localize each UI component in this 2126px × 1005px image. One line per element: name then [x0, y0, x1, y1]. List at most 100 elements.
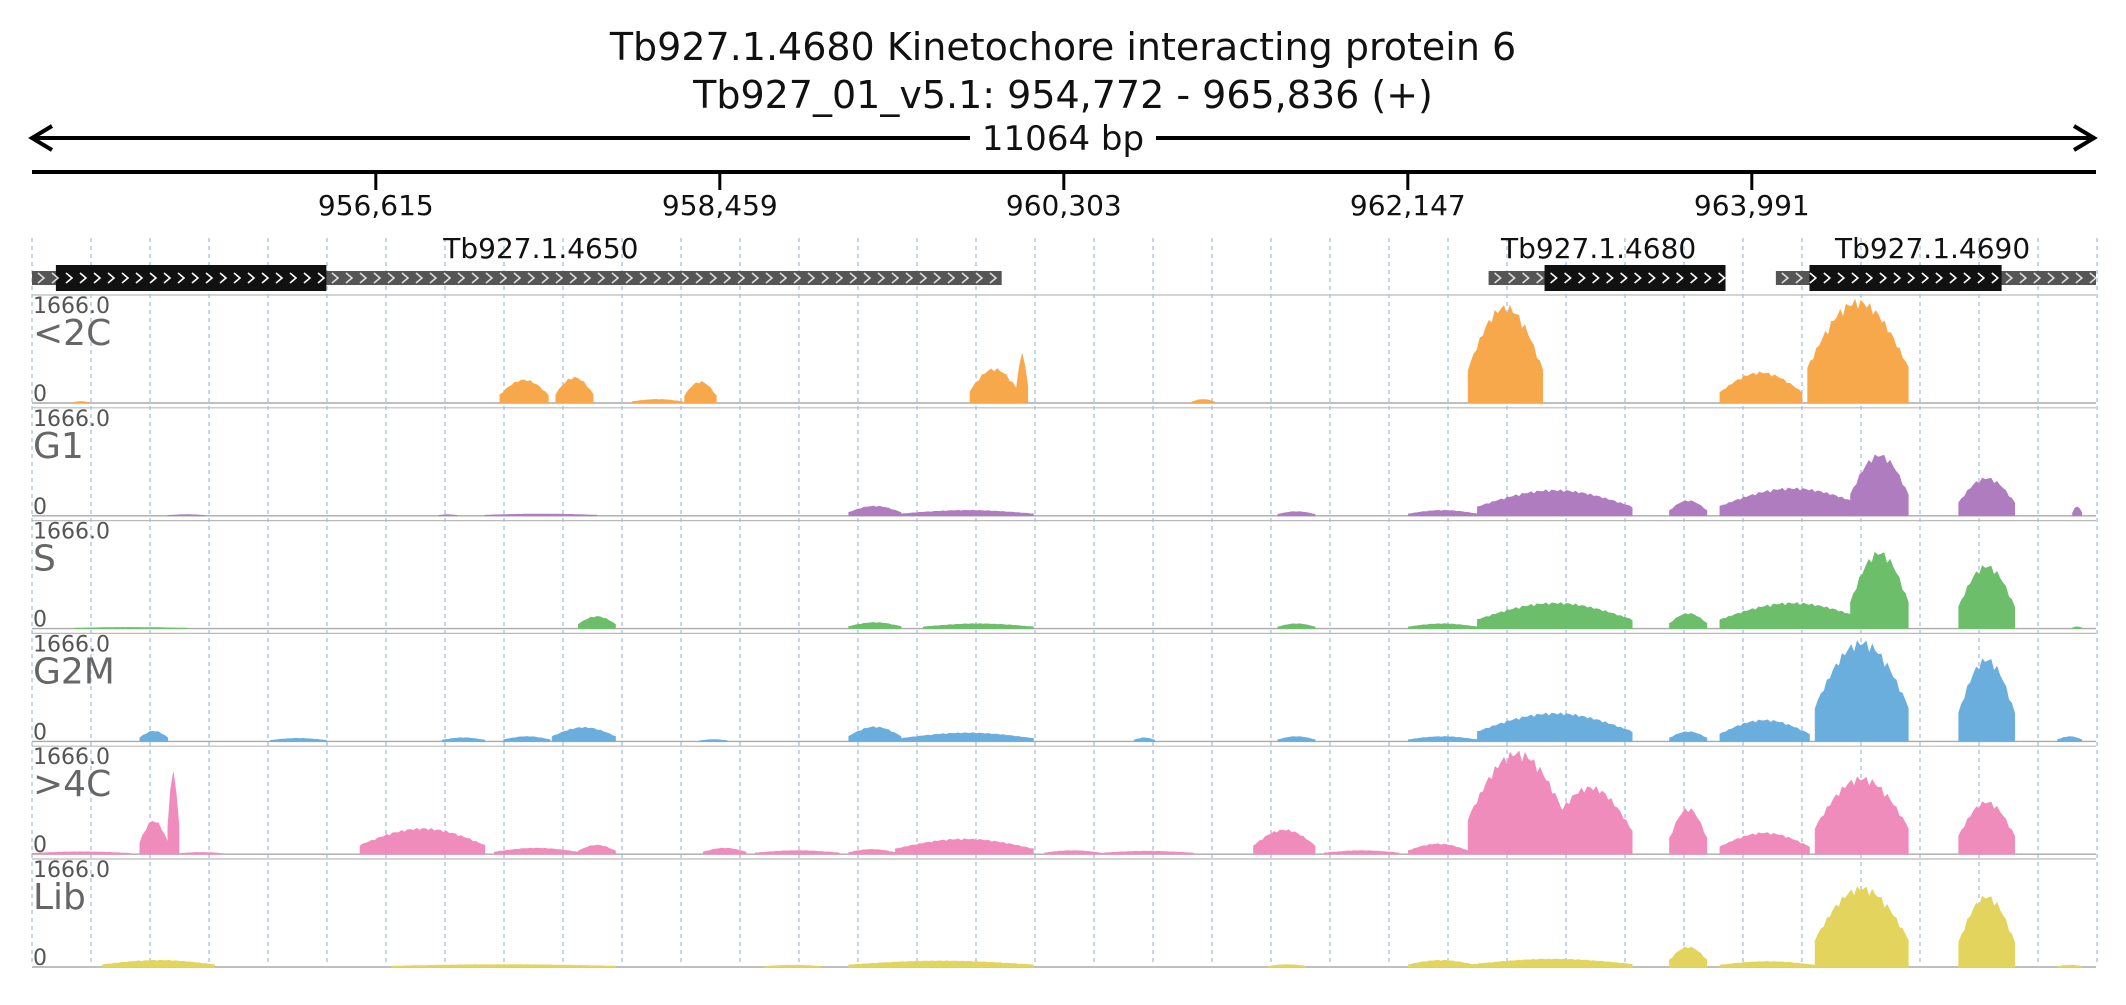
strand-chevron-icon [1578, 272, 1586, 284]
coverage-peak [969, 368, 1019, 404]
coverage-peak [900, 509, 1034, 517]
coverage-peak [1669, 731, 1708, 742]
gene-tb927-1-4680: Tb927.1.4680 [1488, 232, 1726, 291]
strand-chevron-icon [891, 272, 900, 284]
coverage-peak [1408, 843, 1469, 855]
strand-chevron-icon [79, 272, 88, 284]
coverage-peak [848, 726, 902, 742]
coverage-peak [1191, 399, 1215, 404]
coverage-peak [2072, 626, 2083, 629]
strand-chevron-icon [1592, 272, 1600, 284]
strand-chevron-icon [2005, 272, 2014, 284]
coverage-peak [1669, 500, 1708, 517]
coverage-peak [1408, 509, 1478, 517]
strand-chevron-icon [513, 272, 522, 284]
strand-chevron-icon [989, 272, 998, 284]
strand-chevron-icon [863, 272, 872, 284]
strand-chevron-icon [765, 272, 774, 284]
coverage-peak [1473, 958, 1633, 968]
strand-chevron-icon [51, 272, 60, 284]
coverage-peak [139, 820, 169, 855]
coverage-peak [1958, 658, 2015, 742]
strand-chevron-icon [93, 272, 102, 284]
strand-chevron-icon [1921, 272, 1930, 284]
coverage-peak [441, 737, 486, 742]
coverage-peak [684, 381, 717, 404]
strand-chevron-icon [1907, 272, 1916, 284]
gene-label: Tb927.1.4690 [1834, 232, 2030, 265]
gene-cds [1809, 265, 2002, 291]
strand-chevron-icon [163, 272, 172, 284]
strand-chevron-icon [1935, 272, 1944, 284]
strand-chevron-icon [1879, 272, 1888, 284]
coverage-peak [1467, 304, 1543, 404]
ruler: 956,615 958,459 960,303 962,147 963,991 [318, 172, 1810, 222]
strand-chevron-icon [485, 272, 494, 284]
coverage-peak [1669, 808, 1708, 855]
strand-chevron-icon [219, 272, 228, 284]
coverage-peak [167, 772, 180, 855]
strand-chevron-icon [1522, 272, 1530, 284]
coverage-peak [1814, 776, 1909, 855]
strand-chevron-icon [1893, 272, 1902, 284]
coverage-peak [577, 844, 616, 855]
coverage-peak [2057, 964, 2083, 968]
coverage-peak [555, 376, 594, 404]
strand-chevron-icon [709, 272, 718, 284]
coverage-peak [1719, 832, 1810, 855]
coverage-peak [551, 726, 616, 742]
coverage-peak [1253, 829, 1316, 855]
strand-chevron-icon [401, 272, 410, 284]
strand-chevron-icon [1606, 272, 1614, 284]
gene-cds [55, 265, 327, 291]
track-name: G1 [33, 426, 84, 467]
coverage-peak [503, 736, 551, 742]
coverage-peak [848, 960, 1034, 968]
strand-chevron-icon [681, 272, 690, 284]
coverage-peak [900, 732, 1034, 742]
strand-chevron-icon [583, 272, 592, 284]
span-indicator: 11064 bp [28, 119, 2098, 159]
strand-chevron-icon [611, 272, 620, 284]
strand-chevron-icon [555, 272, 564, 284]
strand-chevron-icon [443, 272, 452, 284]
coverage-peak [484, 513, 598, 517]
ruler-tick-label: 963,991 [1694, 189, 1810, 222]
strand-chevron-icon [1704, 272, 1712, 284]
track-max-label: 1666.0 [33, 407, 110, 432]
track-lt2c: 1666.0<2C 0 [32, 294, 2096, 407]
track-min-label: 0 [33, 608, 47, 633]
coverage-peak [923, 623, 1034, 629]
strand-chevron-icon [1795, 272, 1804, 284]
strand-chevron-icon [373, 272, 382, 284]
strand-chevron-icon [877, 272, 886, 284]
coverage-peak [72, 401, 90, 404]
strand-chevron-icon [933, 272, 942, 284]
strand-chevron-icon [135, 272, 144, 284]
track-min-label: 0 [33, 382, 47, 407]
track-min-label: 0 [33, 720, 47, 745]
track-name: S [33, 539, 56, 580]
coverage-peak [1268, 964, 1307, 968]
strand-chevron-icon [149, 272, 158, 284]
strand-chevron-icon [1977, 272, 1986, 284]
strand-chevron-icon [751, 272, 760, 284]
strand-chevron-icon [2089, 272, 2098, 284]
coverage-peak [1814, 886, 1909, 968]
strand-chevron-icon [905, 272, 914, 284]
strand-chevron-icon [1550, 272, 1558, 284]
strand-chevron-icon [2019, 272, 2028, 284]
track-name: <2C [33, 313, 111, 354]
strand-chevron-icon [2061, 272, 2070, 284]
track-s: 1666.0S 0 [32, 520, 2096, 633]
strand-chevron-icon [667, 272, 676, 284]
coverage-peak [1477, 712, 1633, 742]
coverage-peak [1100, 850, 1195, 855]
gene-label: Tb927.1.4650 [442, 232, 638, 265]
strand-chevron-icon [695, 272, 704, 284]
strand-chevron-icon [191, 272, 200, 284]
track-g1: 1666.0G1 0 [32, 407, 2096, 520]
track-gt4c: 1666.0>4C 0 [31, 745, 2096, 858]
coverage-peak [1719, 961, 1816, 968]
